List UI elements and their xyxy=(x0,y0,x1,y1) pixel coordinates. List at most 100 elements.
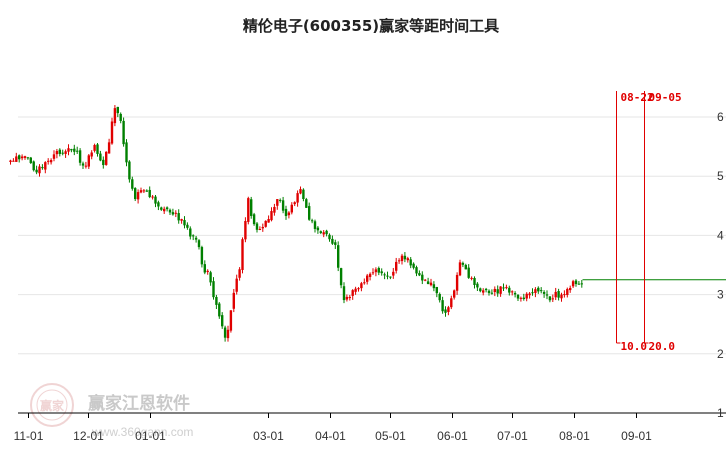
candle-body-119 xyxy=(354,288,357,292)
candlestick-series xyxy=(9,105,583,342)
candle-body-112 xyxy=(334,242,337,245)
candle-body-0 xyxy=(9,160,12,162)
candle-body-120 xyxy=(357,288,360,290)
candle-body-78 xyxy=(235,278,238,292)
candle-body-142 xyxy=(421,274,424,281)
candle-body-159 xyxy=(470,277,473,279)
candle-body-149 xyxy=(441,300,444,312)
candle-body-152 xyxy=(450,298,453,308)
chart-title: 精伦电子(600355)赢家等距时间工具 xyxy=(243,17,499,35)
candle-body-14 xyxy=(49,160,53,163)
candle-body-21 xyxy=(70,149,73,151)
candle-body-5 xyxy=(23,156,27,158)
candle-body-147 xyxy=(435,286,438,294)
candle-body-19 xyxy=(64,151,67,154)
candle-body-116 xyxy=(345,296,349,300)
candle-body-84 xyxy=(252,214,256,225)
candle-body-73 xyxy=(221,315,224,327)
candle-body-60 xyxy=(183,220,186,226)
x-axis: 11-01 12-01 01-01 03-01 04-01 05-01 06-01 07-01… xyxy=(14,412,726,443)
candle-body-163 xyxy=(482,290,485,293)
marker-date-label-09-05: 09-05 xyxy=(649,91,682,104)
candle-body-12 xyxy=(44,162,47,170)
candle-body-179 xyxy=(528,293,531,296)
candle-body-63 xyxy=(192,235,195,237)
watermark-seal-inner xyxy=(36,389,68,421)
candle-body-98 xyxy=(293,202,296,205)
watermark: 赢家 赢家江恩软件 www.360gann.com xyxy=(30,383,193,439)
marker-date-label-08-22: 08-22 xyxy=(621,91,654,104)
x-tick-label-12-01: 12-01 xyxy=(73,429,104,443)
candle-body-188 xyxy=(554,291,557,298)
candle-body-187 xyxy=(551,298,554,300)
candle-body-162 xyxy=(479,288,482,292)
candle-body-133 xyxy=(395,261,398,271)
candle-body-158 xyxy=(467,267,470,278)
candle-body-182 xyxy=(537,287,540,292)
candle-body-62 xyxy=(189,228,192,237)
grid-lines xyxy=(18,116,726,355)
candle-body-38 xyxy=(119,113,122,121)
candle-body-80 xyxy=(241,239,244,270)
candle-body-48 xyxy=(148,189,151,198)
candle-body-32 xyxy=(102,159,105,166)
candle-body-184 xyxy=(542,292,546,294)
y-tick-label-6: 6 xyxy=(717,110,724,124)
candle-body-186 xyxy=(548,296,552,301)
candle-body-40 xyxy=(125,142,128,163)
candle-body-41 xyxy=(128,161,131,180)
candle-body-171 xyxy=(505,287,508,289)
candle-body-180 xyxy=(531,292,534,294)
candle-body-156 xyxy=(461,262,465,265)
candle-body-69 xyxy=(209,272,212,283)
candle-body-33 xyxy=(105,151,108,165)
candle-body-102 xyxy=(305,199,308,208)
candle-body-105 xyxy=(313,221,317,229)
candle-body-65 xyxy=(197,240,201,248)
candle-body-154 xyxy=(455,274,459,291)
watermark-seal-ring xyxy=(30,383,74,427)
candle-body-39 xyxy=(122,120,125,145)
candle-body-6 xyxy=(26,157,30,159)
candle-body-23 xyxy=(76,150,79,152)
candle-body-106 xyxy=(316,227,320,231)
candle-body-176 xyxy=(519,297,523,299)
y-tick-label-3: 3 xyxy=(717,288,724,302)
candle-body-175 xyxy=(516,295,520,299)
y-tick-label-5: 5 xyxy=(717,169,724,183)
candle-body-18 xyxy=(61,152,64,154)
candle-body-173 xyxy=(511,291,514,293)
candle-body-132 xyxy=(392,271,395,276)
candle-body-165 xyxy=(487,290,491,294)
time-markers: 08-22 10.0 09-05 20.0 xyxy=(616,91,682,353)
candle-body-94 xyxy=(281,200,285,211)
candle-body-131 xyxy=(389,276,392,278)
candle-body-11 xyxy=(41,167,44,169)
candle-body-74 xyxy=(223,327,227,338)
candle-body-35 xyxy=(110,121,114,144)
candle-body-193 xyxy=(569,287,572,291)
candle-body-167 xyxy=(493,288,496,293)
candle-body-196 xyxy=(577,283,581,285)
candle-body-161 xyxy=(476,283,479,288)
candle-body-77 xyxy=(232,292,235,309)
candle-body-122 xyxy=(363,282,366,284)
candle-body-56 xyxy=(171,212,175,215)
candle-body-192 xyxy=(566,288,569,296)
candle-body-2 xyxy=(15,156,18,162)
candle-body-114 xyxy=(339,268,343,286)
candle-body-174 xyxy=(513,293,517,295)
candle-body-30 xyxy=(96,144,99,154)
candle-body-110 xyxy=(328,234,331,240)
candle-body-58 xyxy=(177,213,180,221)
candle-body-91 xyxy=(273,206,276,213)
candle-body-27 xyxy=(87,155,90,167)
candle-body-170 xyxy=(502,287,505,289)
marker-value-label-10.0: 10.0 xyxy=(621,340,648,353)
candle-body-108 xyxy=(322,232,325,235)
candle-body-15 xyxy=(52,154,56,159)
candle-body-164 xyxy=(484,288,488,291)
candle-body-145 xyxy=(429,282,433,286)
candle-body-1 xyxy=(12,160,15,162)
